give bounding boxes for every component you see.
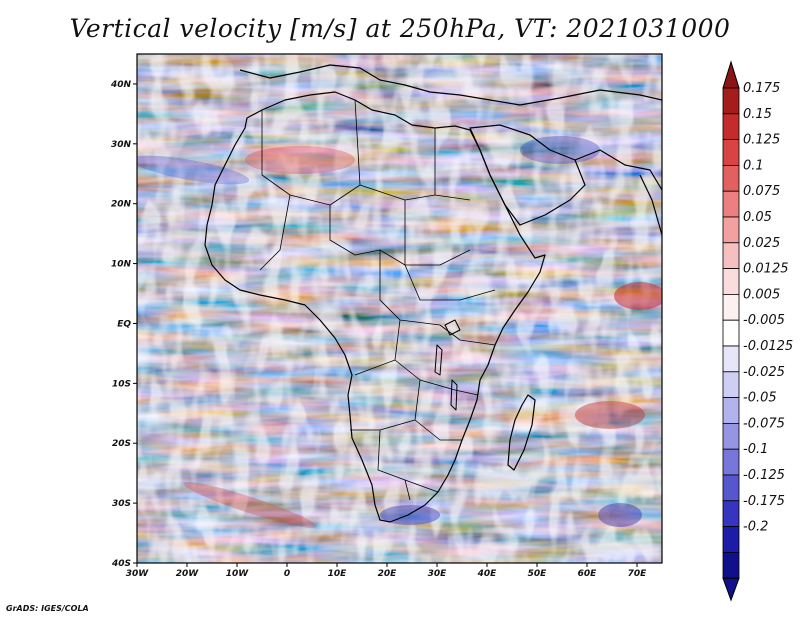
colorbar-swatch bbox=[722, 448, 740, 476]
lon-tick-label: 30E bbox=[428, 569, 448, 579]
lat-tick-label: EQ bbox=[117, 319, 131, 329]
updraft-region bbox=[614, 282, 662, 310]
colorbar-label: -0.05 bbox=[743, 391, 777, 406]
lat-tick-label: 30S bbox=[112, 499, 131, 509]
colorbar-label: 0.075 bbox=[743, 184, 780, 199]
arabia-coastline bbox=[469, 124, 586, 226]
madagascar-coastline bbox=[507, 394, 536, 471]
colorbar-swatch bbox=[722, 113, 740, 141]
velocity-field bbox=[137, 54, 662, 563]
lon-tick-label: 60E bbox=[578, 569, 598, 579]
colorbar-swatch bbox=[722, 371, 740, 398]
colorbar-label: -0.0125 bbox=[743, 339, 793, 354]
colorbar-label: 0.15 bbox=[743, 107, 772, 122]
downdraft-region bbox=[598, 503, 642, 527]
lon-tick-label: 50E bbox=[528, 569, 548, 579]
india-coastline bbox=[639, 174, 662, 236]
lon-tick-label: 30W bbox=[126, 569, 150, 579]
europe-coastline bbox=[239, 64, 662, 106]
colorbar-label: -0.125 bbox=[743, 468, 785, 483]
colorbar-label: 0.125 bbox=[743, 133, 780, 148]
colorbar-label: 0.175 bbox=[743, 81, 780, 96]
lat-tick-label: 20N bbox=[111, 200, 132, 210]
longitude-axis: 30W 20W 10W 0 10E 20E 30E 40E 50E 60E 70E bbox=[126, 563, 647, 579]
lat-tick-label: 10S bbox=[112, 379, 131, 389]
latitude-axis: 40N 30N 20N 10N EQ 10S 20S 30S 40S bbox=[110, 80, 137, 569]
colorbar-label: -0.1 bbox=[743, 442, 768, 457]
lon-tick-label: 70E bbox=[628, 569, 648, 579]
colorbar-label: -0.2 bbox=[743, 520, 768, 535]
colorbar-swatch bbox=[722, 422, 740, 450]
colorbar-top-arrow bbox=[722, 60, 740, 89]
downdraft-region bbox=[520, 136, 600, 164]
lon-tick-label: 40E bbox=[477, 569, 498, 579]
colorbar-label: -0.175 bbox=[743, 494, 785, 509]
colorbar: 0.175 0.15 0.125 0.1 0.075 0.05 0.025 0.0125 0.0… bbox=[722, 60, 793, 602]
lake-victoria bbox=[444, 319, 461, 336]
colorbar-label: 0.05 bbox=[743, 210, 772, 225]
lake-malawi bbox=[450, 379, 458, 411]
colorbar-swatch bbox=[722, 139, 740, 166]
colorbar-swatch bbox=[722, 268, 740, 295]
lat-tick-label: 40S bbox=[111, 559, 131, 569]
lat-tick-label: 30N bbox=[111, 140, 132, 150]
colorbar-label: -0.005 bbox=[743, 313, 785, 328]
colorbar-label: 0.025 bbox=[743, 236, 780, 251]
colorbar-swatch bbox=[722, 293, 740, 321]
africa-coastline bbox=[204, 91, 546, 523]
colorbar-swatch bbox=[722, 190, 740, 218]
colorbar-swatch bbox=[722, 552, 740, 579]
lat-tick-label: 40N bbox=[110, 80, 132, 90]
colorbar-swatch bbox=[722, 526, 740, 553]
colorbar-swatch bbox=[722, 164, 740, 192]
updraft-region bbox=[245, 146, 355, 174]
colorbar-label: 0.005 bbox=[743, 287, 780, 302]
colorbar-swatch bbox=[722, 345, 740, 373]
lon-tick-label: 10W bbox=[226, 569, 250, 579]
lon-tick-label: 10E bbox=[328, 569, 348, 579]
lat-tick-label: 10N bbox=[111, 260, 132, 270]
colorbar-bottom-arrow bbox=[722, 577, 740, 602]
colorbar-swatch bbox=[722, 474, 740, 502]
colorbar-swatch bbox=[722, 216, 740, 244]
colorbar-swatch bbox=[722, 319, 740, 347]
lake-tanganyika bbox=[434, 344, 443, 376]
updraft-region bbox=[575, 401, 645, 429]
plot-frame bbox=[136, 53, 663, 564]
colorbar-label: 0.0125 bbox=[743, 262, 789, 277]
updraft-region bbox=[183, 482, 317, 528]
colorbar-swatch bbox=[722, 500, 740, 527]
lon-tick-label: 20E bbox=[378, 569, 398, 579]
country-borders bbox=[259, 99, 496, 501]
colorbar-swatch bbox=[722, 397, 740, 424]
lon-tick-label: 20W bbox=[176, 569, 200, 579]
colorbar-swatch bbox=[722, 242, 740, 270]
coastlines bbox=[204, 64, 662, 523]
credit-text: GrADS: IGES/COLA bbox=[6, 604, 89, 613]
colorbar-label: -0.025 bbox=[743, 365, 785, 380]
iran-coastline bbox=[574, 149, 662, 191]
colorbar-swatch bbox=[722, 87, 740, 115]
lon-tick-label: 0 bbox=[284, 569, 290, 579]
lat-tick-label: 20S bbox=[112, 439, 131, 449]
plot-title: Vertical velocity [m/s] at 250hPa, VT: 2… bbox=[69, 14, 731, 43]
colorbar-label: 0.1 bbox=[743, 158, 764, 173]
colorbar-label: -0.075 bbox=[743, 416, 785, 431]
